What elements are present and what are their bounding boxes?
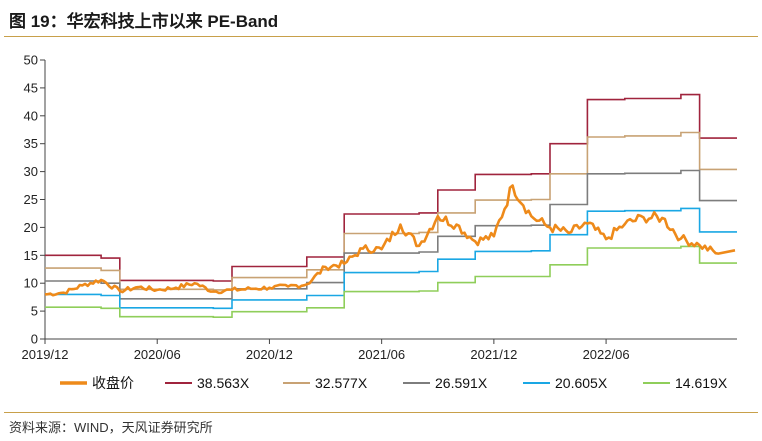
y-tick-label: 15 — [24, 248, 38, 263]
x-tick-label: 2020/12 — [246, 347, 293, 362]
band-line-14.619X — [45, 245, 737, 318]
legend-label-38.563X: 38.563X — [197, 375, 250, 391]
y-tick-label: 30 — [24, 164, 38, 179]
x-tick-label: 2021/12 — [470, 347, 517, 362]
y-tick-label: 45 — [24, 80, 38, 95]
title-divider — [4, 36, 758, 37]
source-note: 资料来源：WIND，天风证券研究所 — [9, 420, 213, 435]
y-tick-label: 20 — [24, 220, 38, 235]
band-line-32.577X — [45, 131, 737, 291]
legend-label-26.591X: 26.591X — [435, 375, 488, 391]
x-tick-label: 2019/12 — [22, 347, 69, 362]
y-tick-label: 25 — [24, 192, 38, 207]
y-tick-label: 0 — [31, 332, 38, 347]
price-line-收盘价 — [44, 184, 736, 297]
legend-label-收盘价: 收盘价 — [92, 375, 134, 391]
legend-label-20.605X: 20.605X — [555, 375, 608, 391]
band-line-20.605X — [45, 207, 737, 310]
y-tick-label: 50 — [24, 53, 38, 68]
band-line-38.563X — [45, 93, 737, 282]
y-tick-label: 35 — [24, 136, 38, 151]
y-tick-label: 5 — [31, 304, 38, 319]
x-tick-label: 2021/06 — [358, 347, 405, 362]
figure-title: 图 19：华宏科技上市以来 PE-Band — [9, 12, 279, 31]
y-tick-label: 10 — [24, 276, 38, 291]
x-tick-label: 2020/06 — [134, 347, 181, 362]
band-line-26.591X — [45, 169, 737, 300]
y-tick-label: 40 — [24, 108, 38, 123]
x-tick-label: 2022/06 — [583, 347, 630, 362]
legend-label-14.619X: 14.619X — [675, 375, 728, 391]
legend-label-32.577X: 32.577X — [315, 375, 368, 391]
source-divider — [4, 412, 758, 413]
